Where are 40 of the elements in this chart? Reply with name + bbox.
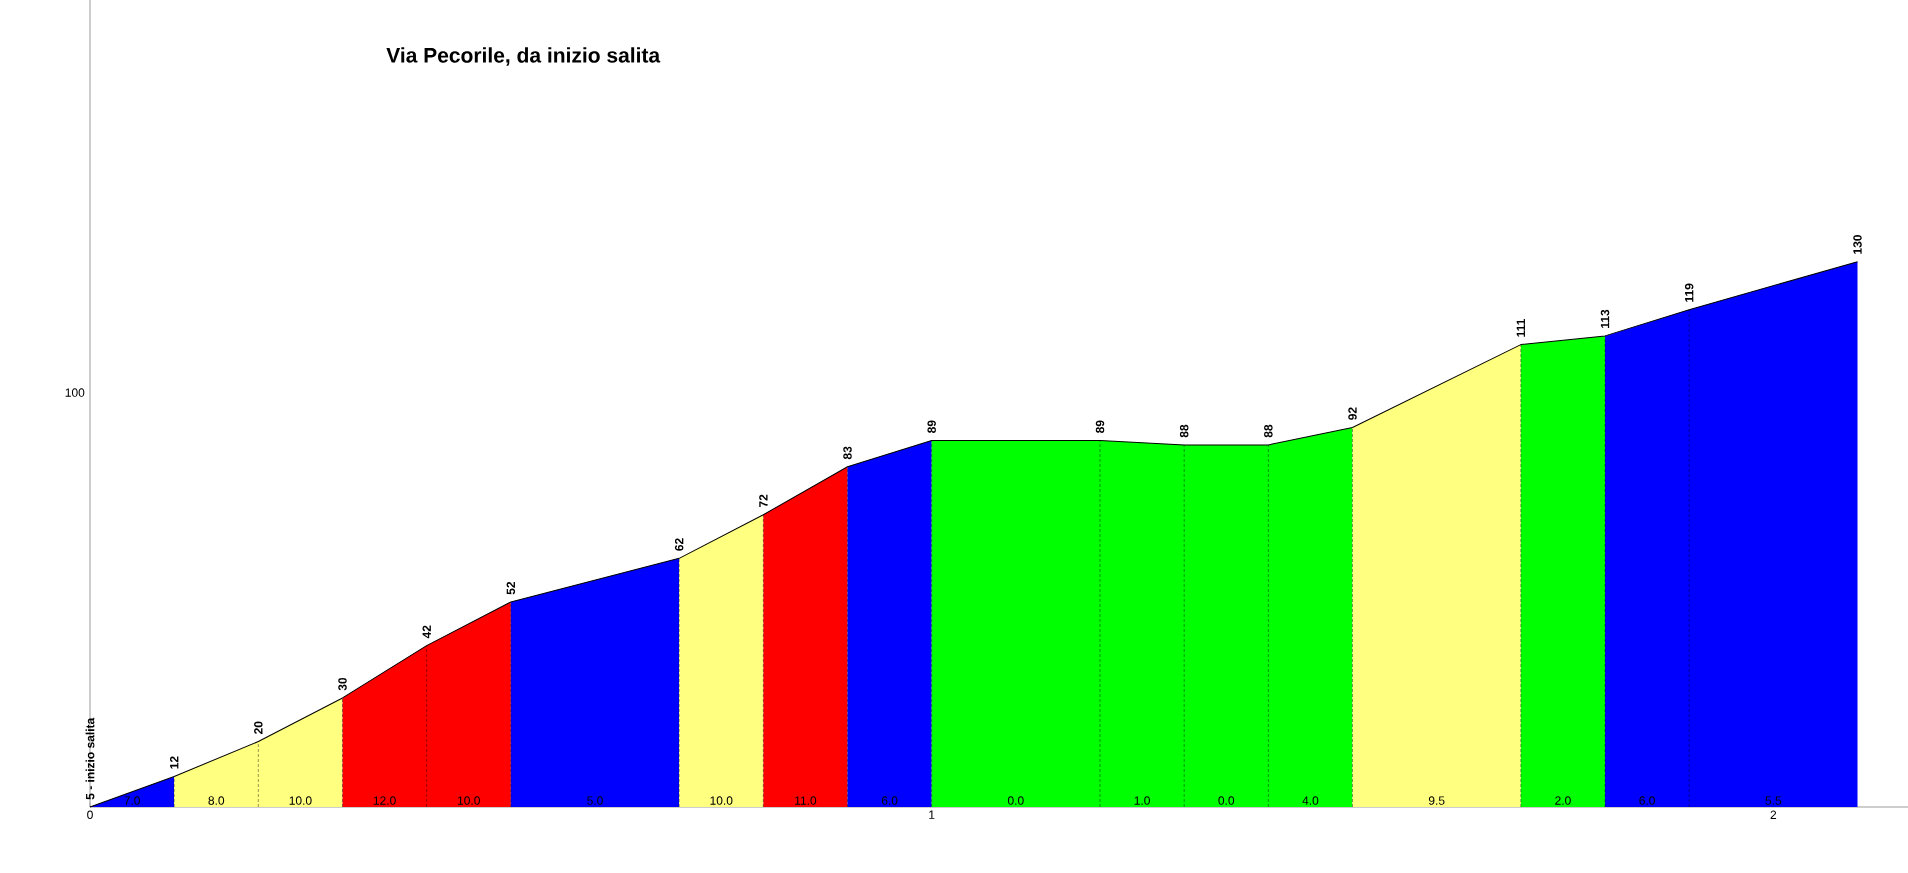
annotation: 0.0 bbox=[1007, 796, 1024, 805]
annotation: 5.0 bbox=[587, 796, 603, 805]
data-label: 119 bbox=[1684, 283, 1694, 302]
data-label: 111 bbox=[1516, 319, 1525, 337]
annotation: 11.0 bbox=[795, 796, 817, 805]
annotation: 8.0 bbox=[208, 796, 225, 805]
text: 100 bbox=[65, 388, 85, 397]
x-tick-label: 0 bbox=[87, 810, 93, 820]
data-label: 89 bbox=[1095, 420, 1105, 433]
data-label: 52 bbox=[506, 581, 516, 595]
x-tick-label: 2 bbox=[1770, 810, 1777, 819]
data-label: 42 bbox=[422, 625, 431, 639]
data-label: 88 bbox=[1179, 424, 1189, 438]
data-label: 12 bbox=[169, 756, 179, 769]
annotation: 10.0 bbox=[710, 796, 733, 805]
data-label: 5 - inizio salita bbox=[85, 717, 95, 800]
data-label: 83 bbox=[843, 446, 852, 460]
annotation: 6.0 bbox=[1639, 796, 1655, 805]
annotation: 4.0 bbox=[1302, 796, 1319, 805]
annotation: 1.0 bbox=[1134, 796, 1150, 805]
data-label: 113 bbox=[1600, 309, 1610, 328]
annotation: 10.0 bbox=[289, 796, 312, 805]
annotation: 12.0 bbox=[373, 796, 396, 805]
annotation: 0.0 bbox=[1218, 796, 1235, 805]
annotation: 10.0 bbox=[457, 796, 480, 805]
data-label: 30 bbox=[338, 677, 347, 691]
data-label: 72 bbox=[759, 494, 768, 508]
annotation: 6.0 bbox=[881, 796, 898, 805]
annotation: 9.5 bbox=[1428, 796, 1445, 805]
data-label: 62 bbox=[674, 538, 684, 551]
x-tick-label: 1 bbox=[929, 810, 935, 819]
data-label: 20 bbox=[254, 721, 263, 734]
data-label: 130 bbox=[1853, 235, 1862, 254]
data-label: 89 bbox=[927, 420, 936, 433]
text: Via Pecorile, da inizio salita bbox=[386, 47, 661, 66]
annotation: 7.0 bbox=[124, 796, 140, 805]
data-label: 92 bbox=[1348, 407, 1357, 420]
data-label: 88 bbox=[1264, 424, 1273, 438]
annotation: 5.5 bbox=[1765, 796, 1782, 805]
annotation: 2.0 bbox=[1555, 796, 1571, 805]
